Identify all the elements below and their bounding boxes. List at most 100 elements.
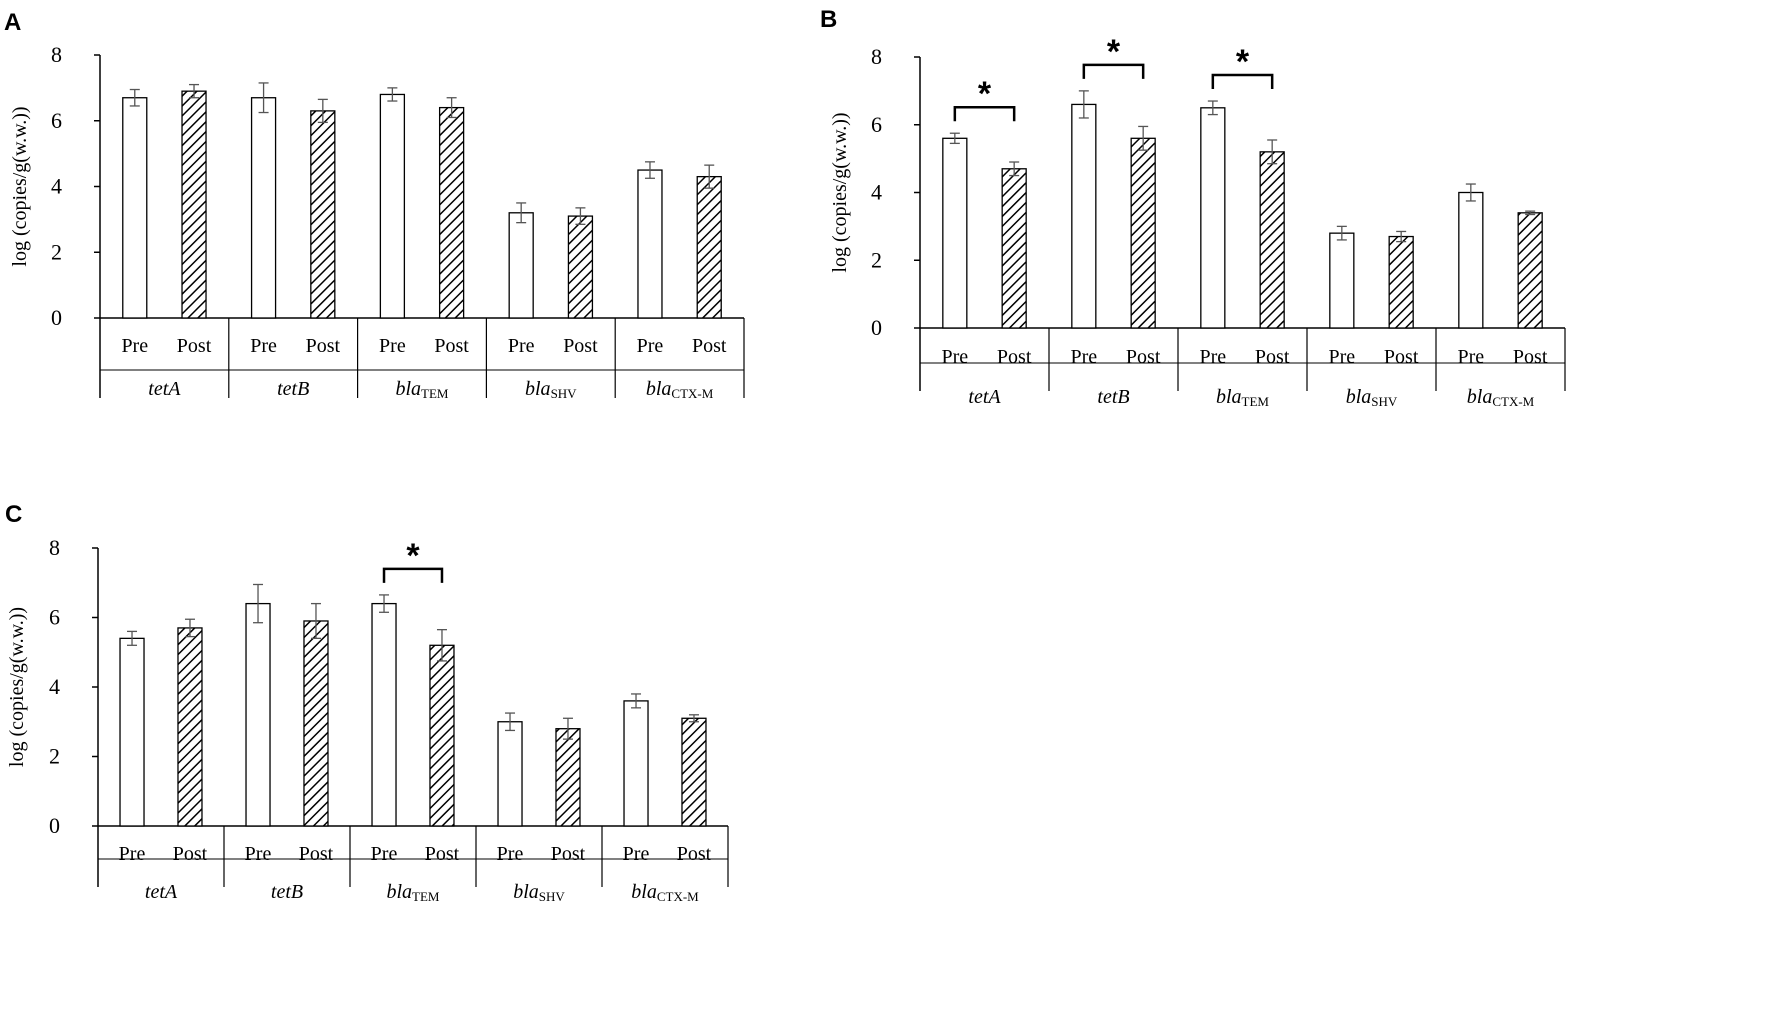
bar-pre <box>1071 103 1097 329</box>
bar-pre <box>119 637 145 827</box>
gene-name: bla <box>386 881 412 903</box>
bar-post <box>303 620 329 827</box>
panel-letter: A <box>4 9 21 36</box>
condition-label: Pre <box>250 335 277 357</box>
y-tick-label: 8 <box>51 42 62 67</box>
gene-label: tetA <box>145 881 178 903</box>
gene-label: tetB <box>277 378 309 400</box>
condition-label: Post <box>1255 346 1290 368</box>
y-tick-label: 4 <box>49 674 60 699</box>
condition-label: Pre <box>371 843 398 865</box>
condition-label: Pre <box>1328 346 1355 368</box>
bar-pre <box>1458 191 1484 329</box>
condition-label: Post <box>1513 346 1548 368</box>
gene-label: tetB <box>1097 386 1129 408</box>
condition-label: Pre <box>941 346 968 368</box>
gene-label: blaCTX-M <box>646 378 714 401</box>
bar-pre <box>1200 107 1226 329</box>
bar-post <box>429 644 455 827</box>
gene-name: bla <box>646 378 672 400</box>
gene-name: bla <box>1467 386 1493 408</box>
bar-pre <box>379 93 406 319</box>
gene-name: tetB <box>271 881 303 903</box>
gene-name: bla <box>395 378 421 400</box>
y-tick-label: 8 <box>871 44 882 69</box>
y-tick-label: 4 <box>51 174 62 199</box>
gene-label: blaTEM <box>395 378 448 401</box>
gene-label: blaSHV <box>513 881 565 904</box>
significance-star: * <box>406 537 420 575</box>
gene-subscript: CTX-M <box>657 889 699 904</box>
gene-subscript: TEM <box>412 889 440 904</box>
condition-label: Pre <box>497 843 524 865</box>
bar-pre <box>637 169 663 319</box>
bar-pre <box>942 137 968 329</box>
bar-post <box>1388 235 1414 329</box>
bar-post <box>1130 137 1156 329</box>
y-tick-label: 0 <box>51 305 62 330</box>
condition-label: Post <box>563 335 598 357</box>
gene-label: blaSHV <box>525 378 577 401</box>
bar-post <box>567 215 594 319</box>
y-axis-label: log (copies/g(w.w.)) <box>829 112 851 272</box>
condition-label: Pre <box>637 335 664 357</box>
condition-label: Pre <box>245 843 272 865</box>
bar-pre <box>250 97 277 319</box>
gene-subscript: TEM <box>1242 394 1270 409</box>
condition-label: Post <box>551 843 586 865</box>
gene-name: bla <box>525 378 551 400</box>
bar-pre <box>122 97 148 319</box>
bar-post <box>177 627 203 827</box>
gene-subscript: CTX-M <box>1492 394 1534 409</box>
bar-pre <box>245 602 271 827</box>
condition-label: Post <box>306 335 341 357</box>
y-tick-label: 0 <box>49 813 60 838</box>
condition-label: Pre <box>1199 346 1226 368</box>
bar-post <box>1259 151 1285 329</box>
significance-bracket <box>953 105 1016 122</box>
bar-post <box>310 110 336 319</box>
bar-pre <box>1329 232 1355 329</box>
condition-label: Pre <box>1457 346 1484 368</box>
gene-label: blaTEM <box>1216 386 1269 409</box>
significance-star: * <box>1107 33 1121 71</box>
gene-subscript: SHV <box>1371 394 1398 409</box>
y-tick-label: 4 <box>871 180 882 205</box>
condition-label: Post <box>997 346 1032 368</box>
y-tick-label: 2 <box>51 239 62 264</box>
significance-bracket <box>1211 73 1274 90</box>
y-tick-label: 0 <box>871 315 882 340</box>
y-tick-label: 8 <box>49 535 60 560</box>
gene-subscript: SHV <box>539 889 566 904</box>
gene-name: tetA <box>968 386 1001 408</box>
condition-label: Post <box>677 843 712 865</box>
condition-label: Post <box>692 335 727 357</box>
gene-name: tetA <box>145 881 178 903</box>
gene-name: bla <box>631 881 657 903</box>
condition-label: Post <box>425 843 460 865</box>
gene-label: tetB <box>271 881 303 903</box>
panel-letter: C <box>5 501 22 528</box>
y-tick-label: 6 <box>49 605 60 630</box>
significance-bracket <box>382 567 444 583</box>
bar-pre <box>497 721 523 827</box>
condition-label: Pre <box>119 843 146 865</box>
bar-post <box>1517 212 1543 329</box>
condition-label: Pre <box>1070 346 1097 368</box>
y-axis-label: log (copies/g(w.w.)) <box>6 607 28 767</box>
condition-label: Post <box>434 335 469 357</box>
gene-label: tetA <box>968 386 1001 408</box>
gene-subscript: TEM <box>421 386 449 401</box>
bar-post <box>438 106 465 319</box>
y-tick-label: 2 <box>871 247 882 272</box>
gene-subscript: SHV <box>551 386 578 401</box>
y-tick-label: 2 <box>49 744 60 769</box>
condition-label: Pre <box>508 335 535 357</box>
panel-letter: B <box>820 6 837 33</box>
bar-post <box>681 717 707 827</box>
gene-label: blaSHV <box>1346 386 1398 409</box>
condition-label: Post <box>299 843 334 865</box>
